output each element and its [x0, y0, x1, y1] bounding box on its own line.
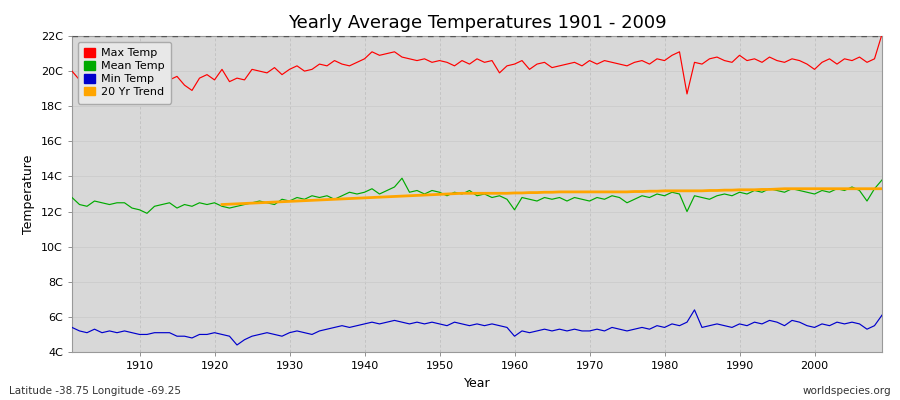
X-axis label: Year: Year: [464, 376, 490, 390]
Title: Yearly Average Temperatures 1901 - 2009: Yearly Average Temperatures 1901 - 2009: [288, 14, 666, 32]
Text: Latitude -38.75 Longitude -69.25: Latitude -38.75 Longitude -69.25: [9, 386, 181, 396]
Text: worldspecies.org: worldspecies.org: [803, 386, 891, 396]
Legend: Max Temp, Mean Temp, Min Temp, 20 Yr Trend: Max Temp, Mean Temp, Min Temp, 20 Yr Tre…: [77, 42, 171, 104]
Y-axis label: Temperature: Temperature: [22, 154, 35, 234]
